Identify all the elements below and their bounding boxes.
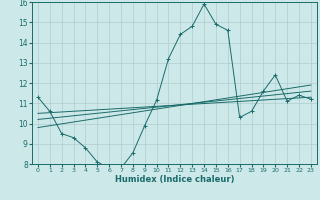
X-axis label: Humidex (Indice chaleur): Humidex (Indice chaleur) xyxy=(115,175,234,184)
